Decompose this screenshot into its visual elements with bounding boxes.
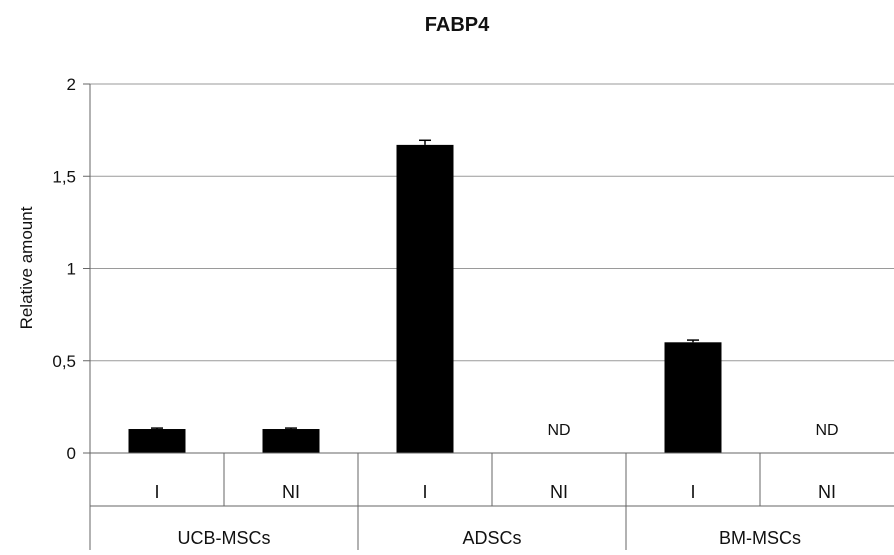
y-tick-label: 1 xyxy=(67,260,76,279)
x-category-label: I xyxy=(690,482,695,502)
bar xyxy=(262,429,320,453)
x-category-label: NI xyxy=(550,482,568,502)
axes xyxy=(89,84,894,550)
x-axis-categories: I NI I NI I NI xyxy=(154,482,836,502)
x-group-label: BM-MSCs xyxy=(719,528,801,548)
x-category-label: NI xyxy=(282,482,300,502)
y-tick-label: 0,5 xyxy=(52,352,76,371)
y-tick-label: 0 xyxy=(67,444,76,463)
x-group-label: UCB-MSCs xyxy=(178,528,271,548)
y-tick-label: 2 xyxy=(67,75,76,94)
bar xyxy=(396,144,454,453)
x-axis-groups: UCB-MSCs ADSCs BM-MSCs xyxy=(178,528,802,548)
gridlines xyxy=(90,83,894,362)
y-tick-label: 1,5 xyxy=(52,167,76,186)
bar xyxy=(128,429,186,453)
nd-label: ND xyxy=(815,422,838,439)
y-axis-label: Relative amount xyxy=(17,206,36,329)
nd-label: ND xyxy=(547,422,570,439)
chart-title: FABP4 xyxy=(425,14,490,36)
x-group-label: ADSCs xyxy=(462,528,521,548)
x-category-label: I xyxy=(422,482,427,502)
bar xyxy=(664,342,722,453)
bars xyxy=(128,144,722,453)
y-axis-ticks: 0 0,5 1 1,5 2 xyxy=(52,75,90,463)
error-bars xyxy=(151,139,699,430)
x-category-label: I xyxy=(154,482,159,502)
x-category-label: NI xyxy=(818,482,836,502)
value-labels: ND ND xyxy=(547,422,838,439)
